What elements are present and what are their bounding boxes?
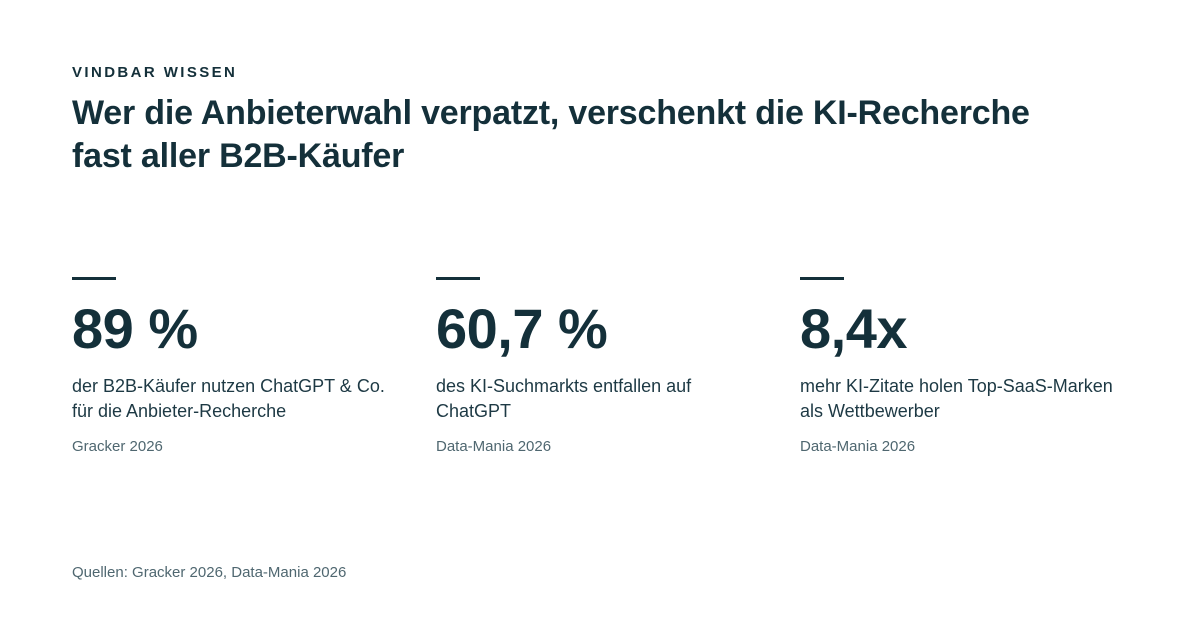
stat-block-3: 8,4x mehr KI-Zitate holen Top-SaaS-Marke… (800, 277, 1130, 456)
stat-divider (436, 277, 480, 280)
stat-divider (72, 277, 116, 280)
stat-block-1: 89 % der B2B-Käufer nutzen ChatGPT & Co.… (72, 277, 402, 456)
stat-description: mehr KI-Zitate holen Top-SaaS-Marken als… (800, 376, 1113, 421)
stat-value: 8,4x (800, 297, 908, 360)
stat-source: Gracker 2026 (72, 438, 163, 455)
stat-source: Data-Mania 2026 (800, 438, 916, 455)
stat-value: 89 % (72, 297, 198, 360)
stat-block-2: 60,7 % des KI-Suchmarkts entfallen auf C… (436, 277, 766, 456)
stat-description: des KI-Suchmarkts entfallen auf ChatGPT (436, 376, 692, 421)
stat-description: der B2B-Käufer nutzen ChatGPT & Co. für … (72, 376, 385, 421)
brand-kicker: VINDBAR WISSEN (72, 64, 238, 81)
page-title: Wer die Anbieterwahl verpatzt, verschenk… (72, 94, 1030, 175)
stat-source: Data-Mania 2026 (436, 438, 552, 455)
stat-divider (800, 277, 844, 280)
sources-footnote: Quellen: Gracker 2026, Data-Mania 2026 (72, 564, 347, 581)
stat-value: 60,7 % (436, 297, 608, 360)
